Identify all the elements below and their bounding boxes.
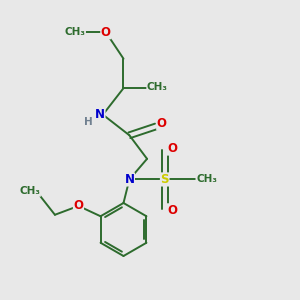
Text: CH₃: CH₃	[147, 82, 168, 92]
Text: O: O	[167, 142, 177, 155]
Text: CH₃: CH₃	[196, 174, 217, 184]
Text: N: N	[124, 173, 134, 186]
Text: CH₃: CH₃	[20, 186, 40, 196]
Text: CH₃: CH₃	[64, 27, 86, 37]
Text: O: O	[74, 200, 83, 212]
Text: O: O	[101, 26, 111, 39]
Text: O: O	[167, 204, 177, 217]
Text: H: H	[84, 117, 92, 127]
Text: O: O	[157, 117, 167, 130]
Text: N: N	[95, 108, 105, 121]
Text: S: S	[160, 173, 169, 186]
